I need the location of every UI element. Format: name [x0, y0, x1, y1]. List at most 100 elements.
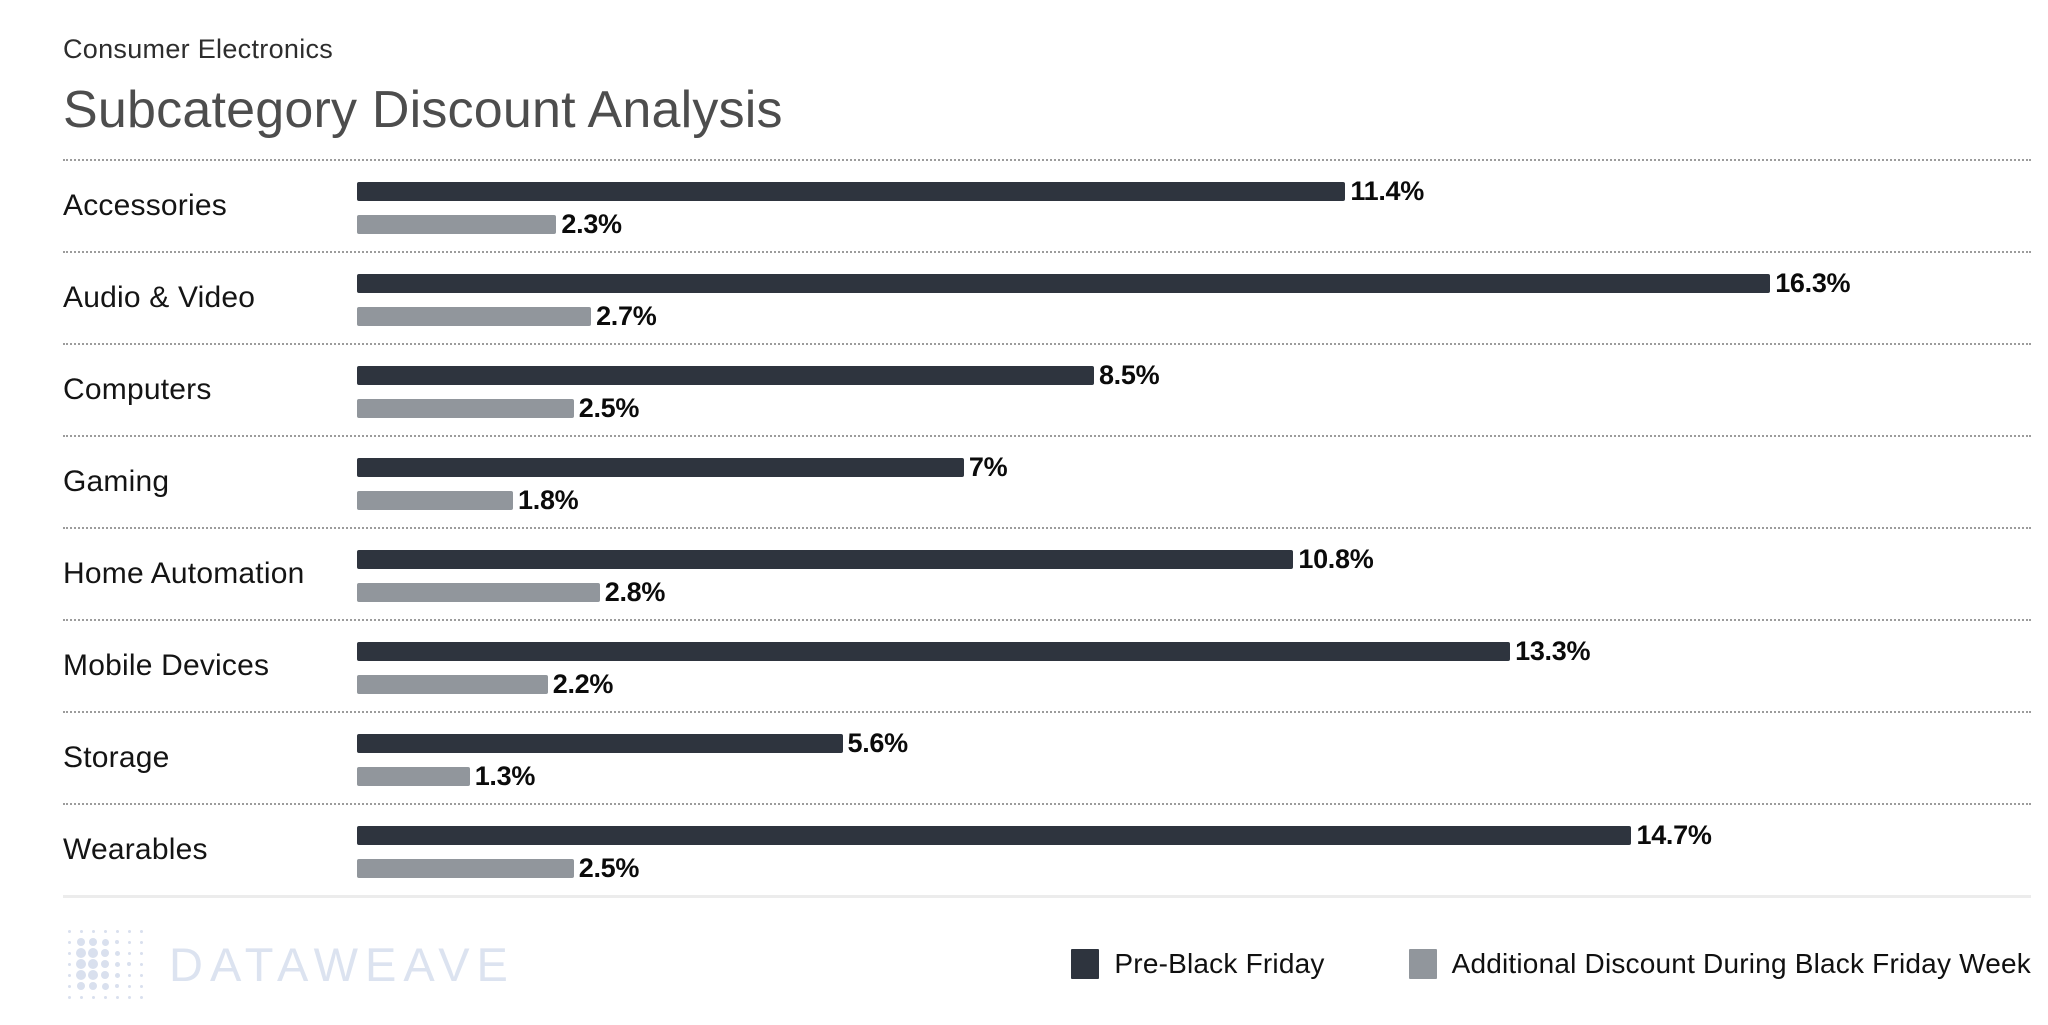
additional-discount-bar-line: 2.7%	[357, 301, 2031, 331]
chart-row: Home Automation 10.8% 2.8%	[63, 527, 2031, 619]
logo-dot	[127, 984, 131, 988]
logo-dot	[114, 972, 120, 978]
additional-discount-bar-line: 2.3%	[357, 209, 2031, 239]
category-label: Home Automation	[63, 557, 305, 591]
pre-black-friday-bar-line: 11.4%	[357, 176, 2031, 206]
logo-dot	[127, 973, 131, 977]
legend-swatch-dark	[1071, 949, 1100, 980]
logo-dot	[103, 929, 107, 933]
pre-black-friday-bar	[357, 458, 964, 478]
pre-black-friday-bar-line: 10.8%	[357, 544, 2031, 574]
legend-label: Additional Discount During Black Friday …	[1451, 948, 2031, 980]
logo-dot	[79, 995, 83, 999]
additional-discount-bar	[357, 215, 557, 235]
chart-title: Subcategory Discount Analysis	[63, 81, 783, 139]
logo-dot	[67, 984, 71, 988]
logo-dot	[139, 951, 143, 955]
logo-dot	[91, 995, 95, 999]
logo-dot	[67, 940, 71, 944]
bar-area: 5.6% 1.3%	[357, 713, 2031, 803]
bar-chart: Accessories 11.4% 2.3% Audio & Video 16.…	[63, 159, 2031, 899]
chart-subtitle: Consumer Electronics	[63, 34, 334, 64]
pre-black-friday-value-label: 11.4%	[1350, 176, 1424, 207]
chart-row: Accessories 11.4% 2.3%	[63, 159, 2031, 251]
pre-black-friday-bar-line: 16.3%	[357, 268, 2031, 298]
pre-black-friday-value-label: 7%	[968, 452, 1008, 483]
category-label: Mobile Devices	[63, 649, 270, 683]
chart-row: Mobile Devices 13.3% 2.2%	[63, 619, 2031, 711]
pre-black-friday-bar	[357, 642, 1511, 662]
logo-dot	[127, 962, 131, 967]
category-label: Wearables	[63, 833, 208, 867]
legend-item-additional-discount: Additional Discount During Black Friday …	[1408, 948, 2031, 980]
logo-dot	[76, 948, 86, 959]
chart-row: Computers 8.5% 2.5%	[63, 343, 2031, 435]
chart-row: Wearables 14.7% 2.5%	[63, 803, 2031, 895]
chart-row: Gaming 7% 1.8%	[63, 435, 2031, 527]
pre-black-friday-bar	[357, 366, 1094, 386]
additional-discount-bar	[357, 491, 514, 511]
dataweave-logo-text: DATAWEAVE	[169, 937, 515, 991]
logo-dot	[101, 949, 109, 958]
bar-area: 14.7% 2.5%	[357, 805, 2031, 895]
logo-dot	[139, 984, 143, 988]
logo-dot	[67, 995, 71, 999]
additional-discount-bar	[357, 767, 470, 787]
logo-dot	[139, 995, 143, 999]
additional-discount-bar	[357, 399, 574, 419]
pre-black-friday-bar	[357, 826, 1632, 846]
pre-black-friday-bar-line: 13.3%	[357, 636, 2031, 666]
logo-dot	[79, 929, 83, 933]
logo-dot	[115, 984, 119, 989]
additional-discount-bar-line: 2.8%	[357, 577, 2031, 607]
category-label: Computers	[63, 373, 212, 407]
logo-dot	[115, 995, 119, 999]
additional-discount-value-label: 2.2%	[552, 669, 614, 700]
bar-area: 11.4% 2.3%	[357, 161, 2031, 251]
logo-dot	[67, 962, 71, 966]
logo-dot	[88, 959, 98, 970]
logo-dot	[77, 982, 85, 991]
logo-dot	[67, 951, 71, 955]
bar-area: 7% 1.8%	[357, 437, 2031, 527]
pre-black-friday-value-label: 16.3%	[1775, 268, 1851, 299]
logo-dot	[91, 929, 95, 933]
additional-discount-bar	[357, 859, 574, 879]
logo-dot	[114, 950, 120, 956]
pre-black-friday-bar-line: 14.7%	[357, 820, 2031, 850]
pre-black-friday-bar	[357, 550, 1294, 570]
logo-dot	[76, 970, 86, 981]
category-label: Gaming	[63, 465, 170, 499]
additional-discount-bar-line: 1.3%	[357, 761, 2031, 791]
legend-swatch-gray	[1408, 949, 1437, 980]
legend-label: Pre-Black Friday	[1114, 948, 1325, 980]
logo-dot	[127, 951, 131, 955]
additional-discount-value-label: 1.8%	[518, 485, 579, 516]
bar-area: 16.3% 2.7%	[357, 253, 2031, 343]
logo-dot	[139, 973, 143, 977]
logo-dot	[139, 962, 143, 966]
logo-dot	[76, 959, 86, 970]
logo-dot	[89, 982, 97, 991]
logo-dot	[89, 938, 97, 947]
pre-black-friday-value-label: 13.3%	[1515, 636, 1591, 667]
pre-black-friday-bar	[357, 274, 1771, 294]
dataweave-logo: DATAWEAVE	[63, 926, 515, 1003]
logo-dot	[103, 995, 107, 999]
additional-discount-bar-line: 2.5%	[357, 853, 2031, 883]
bar-area: 13.3% 2.2%	[357, 621, 2031, 711]
chart-row: Storage 5.6% 1.3%	[63, 711, 2031, 803]
pre-black-friday-bar-line: 8.5%	[357, 360, 2031, 390]
logo-dot	[101, 971, 109, 980]
additional-discount-bar	[357, 583, 600, 603]
logo-dot	[127, 929, 131, 933]
logo-dot	[139, 940, 143, 944]
pre-black-friday-value-label: 14.7%	[1636, 820, 1712, 851]
dataweave-dots-icon	[63, 926, 147, 1003]
additional-discount-value-label: 2.7%	[596, 301, 657, 332]
logo-dot	[115, 940, 119, 945]
category-label: Audio & Video	[63, 281, 256, 315]
logo-dot	[139, 929, 143, 933]
category-label: Accessories	[63, 189, 227, 223]
